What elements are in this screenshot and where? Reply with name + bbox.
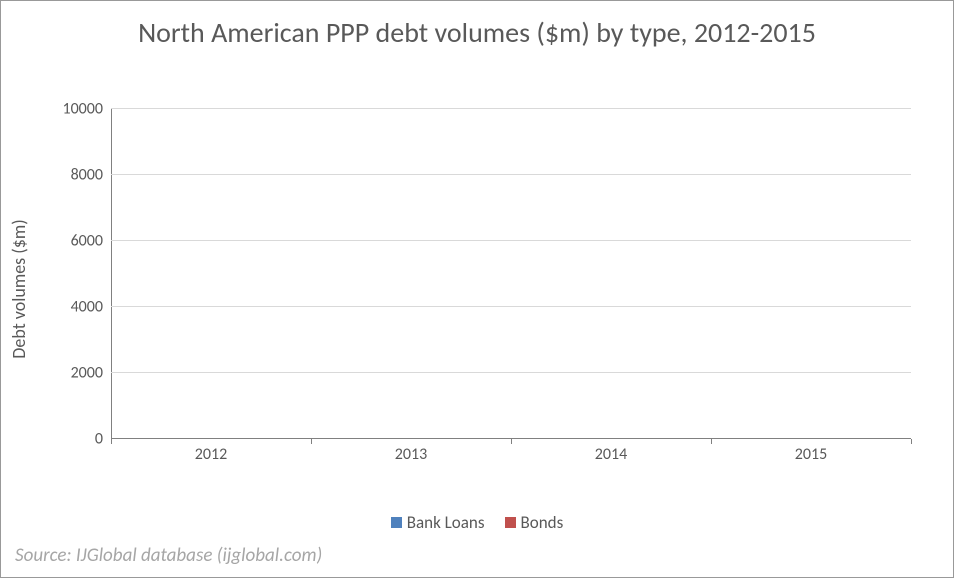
- x-tick-label: 2015: [795, 445, 827, 464]
- legend-item: Bonds: [505, 512, 564, 533]
- x-axis-labels: 2012 2013 2014 2015: [111, 439, 911, 469]
- gridline: [111, 372, 911, 373]
- x-tick-label: 2014: [595, 445, 627, 464]
- source-text: Source: IJGlobal database (ijglobal.com): [15, 544, 322, 567]
- legend: Bank Loans Bonds: [1, 512, 953, 533]
- legend-swatch: [505, 517, 516, 528]
- x-tick-mark: [511, 439, 512, 444]
- bars-group: [111, 109, 911, 439]
- gridline: [111, 174, 911, 175]
- legend-label: Bonds: [521, 512, 564, 533]
- x-tick-label: 2013: [395, 445, 427, 464]
- y-tick-label: 8000: [41, 166, 103, 185]
- y-axis-label: Debt volumes ($m): [8, 219, 30, 358]
- gridline: [111, 240, 911, 241]
- bar-slot: [111, 109, 311, 439]
- bar-slot: [311, 109, 511, 439]
- x-tick-mark: [111, 439, 112, 444]
- legend-label: Bank Loans: [407, 512, 485, 533]
- gridline: [111, 306, 911, 307]
- plot-area: [111, 109, 911, 439]
- x-tick-label: 2012: [195, 445, 227, 464]
- x-tick-mark: [311, 439, 312, 444]
- legend-swatch: [391, 517, 402, 528]
- bar-slot: [711, 109, 911, 439]
- x-tick-mark: [711, 439, 712, 444]
- y-tick-label: 4000: [41, 298, 103, 317]
- bar-slot: [511, 109, 711, 439]
- plot-wrapper: Debt volumes ($m) 0200040006000800010000…: [41, 109, 921, 469]
- y-tick-label: 6000: [41, 232, 103, 251]
- x-tick-mark: [911, 439, 912, 444]
- gridline: [111, 108, 911, 109]
- y-tick-label: 10000: [41, 100, 103, 119]
- chart-container: North American PPP debt volumes ($m) by …: [0, 0, 954, 578]
- y-tick-label: 2000: [41, 364, 103, 383]
- chart-title: North American PPP debt volumes ($m) by …: [1, 1, 953, 54]
- legend-item: Bank Loans: [391, 512, 485, 533]
- y-ticks: 0200040006000800010000: [41, 109, 103, 469]
- y-tick-label: 0: [41, 430, 103, 449]
